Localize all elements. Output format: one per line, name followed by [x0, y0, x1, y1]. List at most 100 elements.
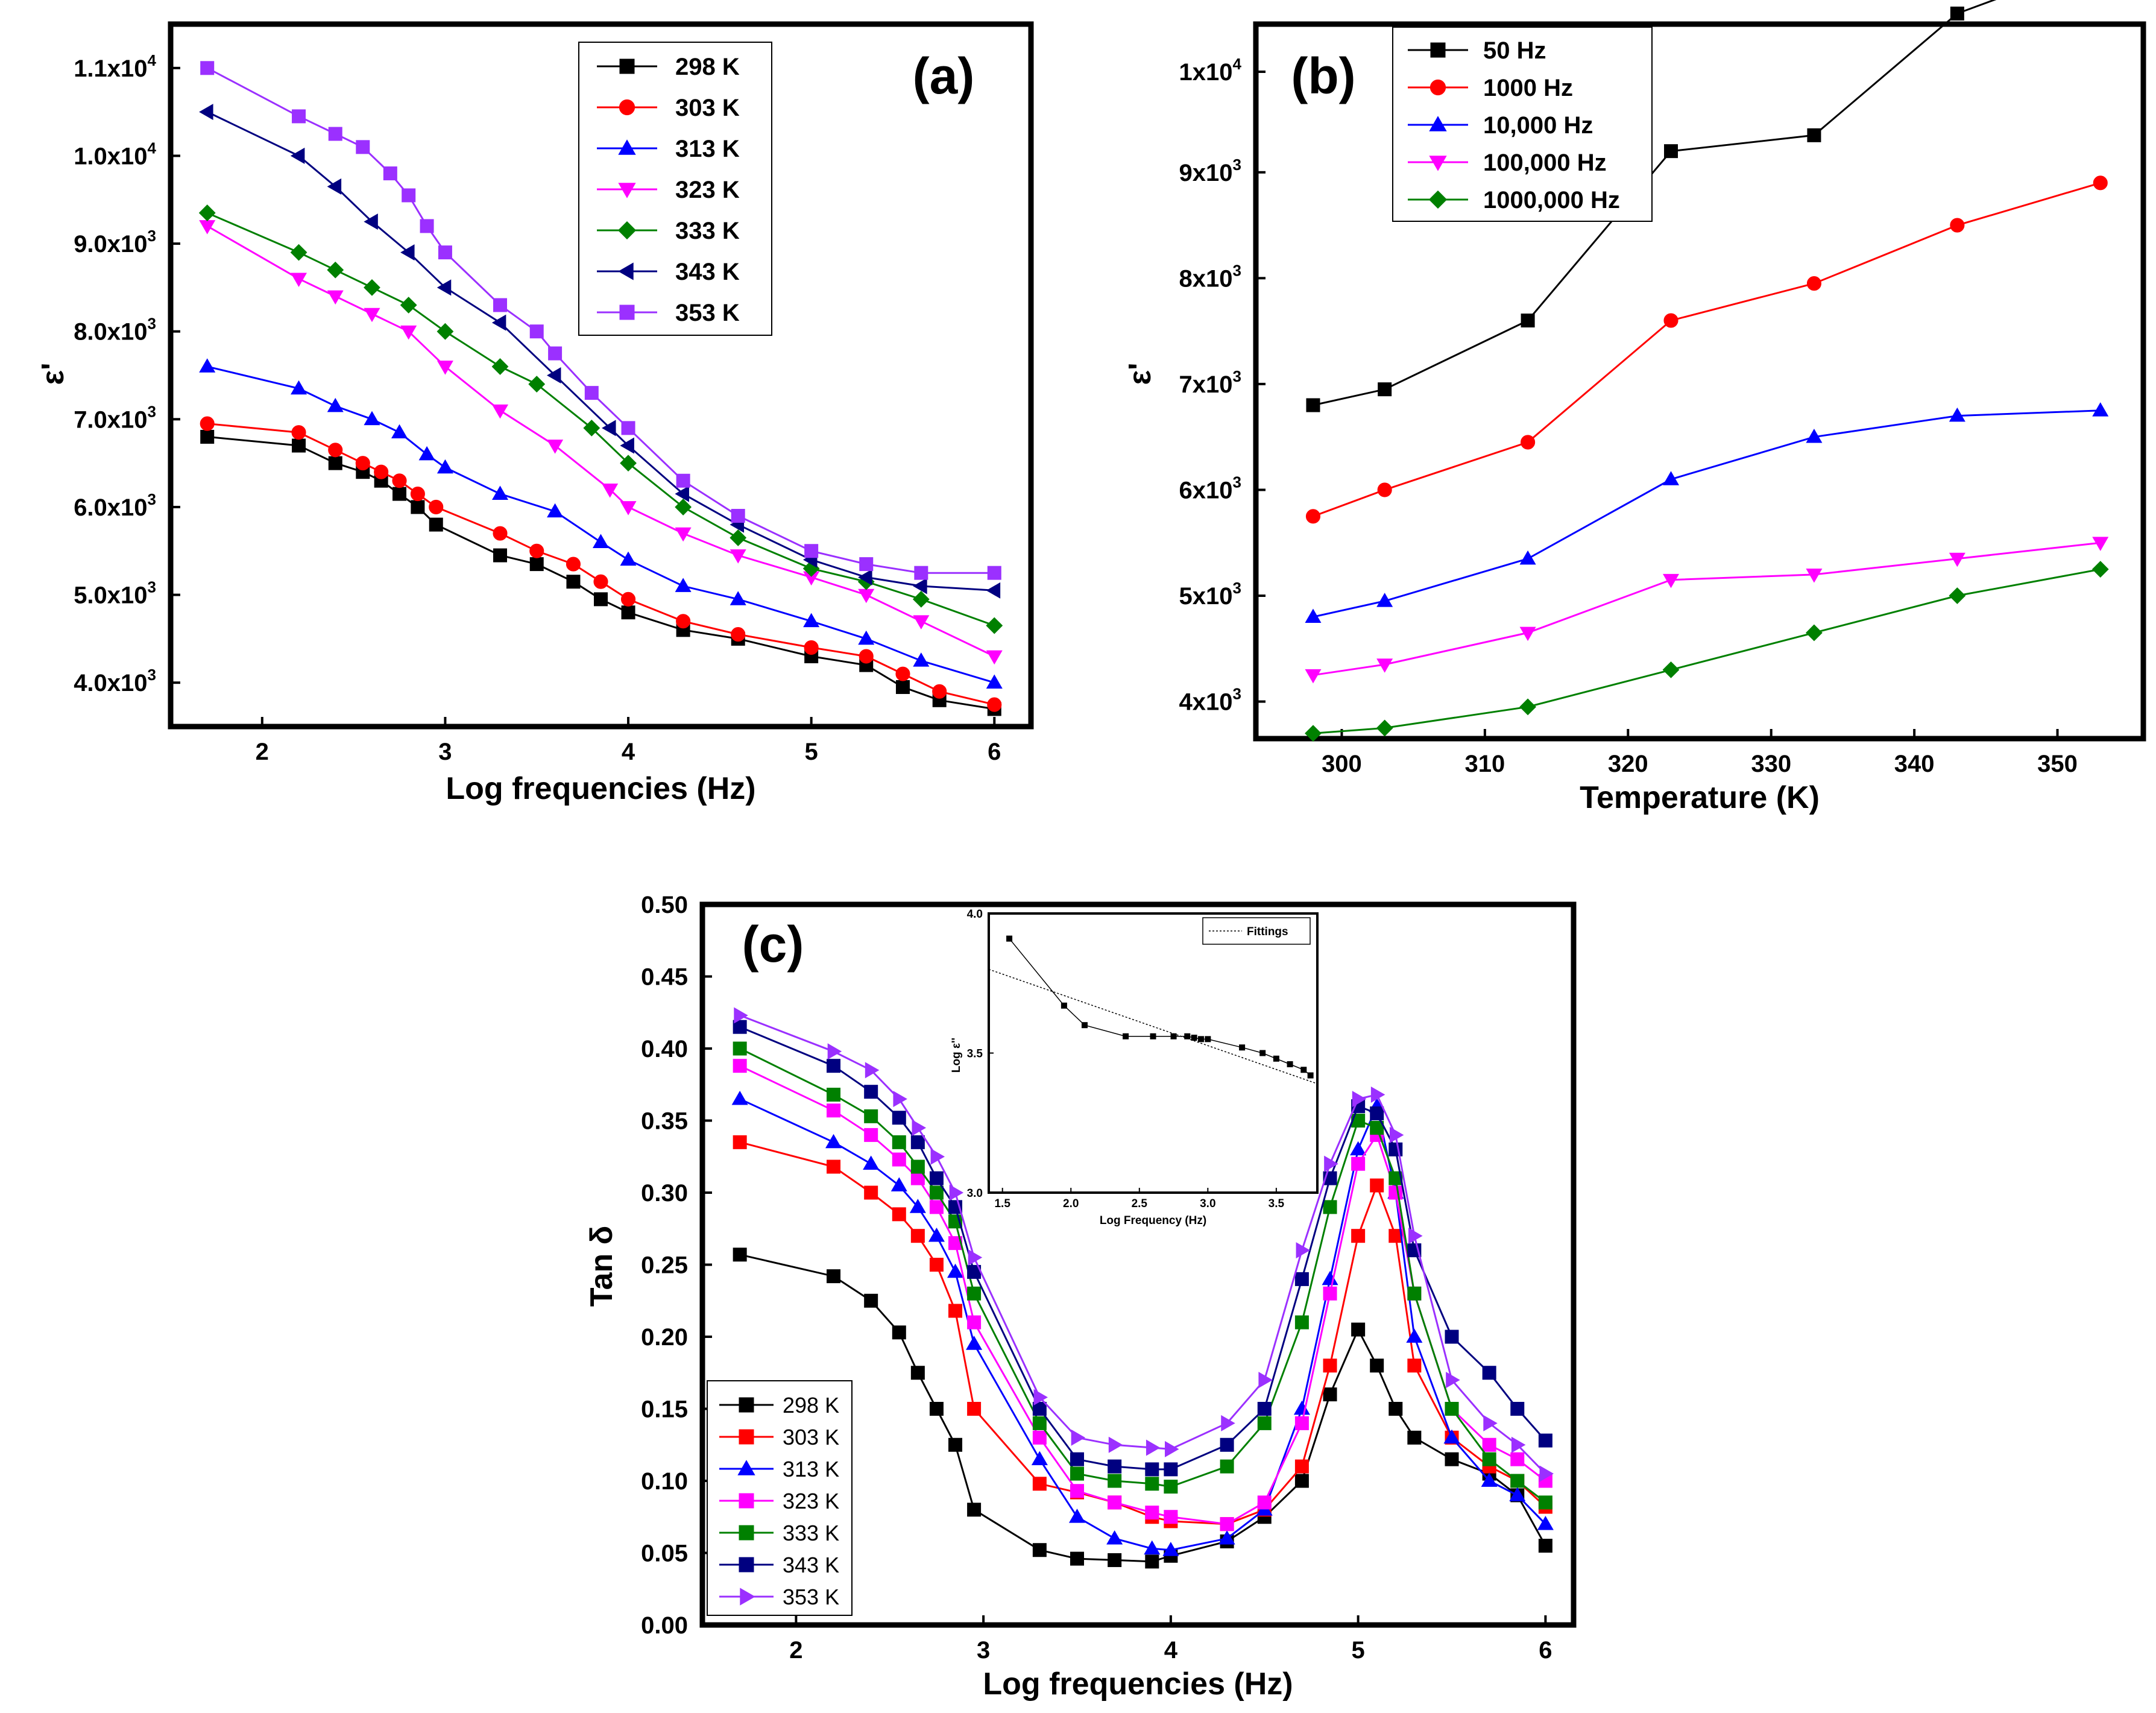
y-tick-label-b-5: 9x103	[1179, 156, 1241, 186]
series-line-a-4	[207, 212, 995, 626]
legend-marker-c-0	[739, 1397, 754, 1413]
data-point-c-0-7	[967, 1503, 982, 1517]
data-point-c-5-22	[1482, 1366, 1496, 1380]
data-point-c-4-23	[1510, 1474, 1525, 1488]
data-point-a-6-18	[987, 566, 1001, 580]
data-point-c-3-15	[1294, 1416, 1309, 1430]
data-point-b-3-3	[1663, 573, 1680, 588]
data-point-c-2-23	[1509, 1487, 1526, 1501]
data-point-b-4-6	[2091, 561, 2109, 578]
data-point-a-6-6	[420, 219, 434, 233]
data-point-c-0-1	[827, 1269, 841, 1284]
legend-label-c-2: 313 K	[783, 1457, 839, 1481]
data-point-a-6-17	[914, 566, 928, 580]
data-point-b-1-5	[1950, 218, 1965, 233]
x-tick-label-c-3: 5	[1352, 1637, 1365, 1664]
data-point-b-1-3	[1663, 313, 1678, 328]
data-point-c-0-20	[1407, 1430, 1422, 1445]
data-point-c-3-14	[1257, 1495, 1272, 1510]
data-point-c-2-1	[825, 1134, 842, 1149]
y-tick-label-c-1: 0.05	[641, 1541, 688, 1567]
data-point-a-1-10	[566, 557, 581, 572]
data-point-c-4-1	[827, 1087, 841, 1102]
data-point-c-4-20	[1407, 1286, 1422, 1301]
x-tick-label-b-5: 350	[2037, 751, 2078, 777]
data-point-c-6-16	[1324, 1155, 1338, 1172]
y-tick-label-b-3: 7x103	[1179, 367, 1241, 398]
inset-x-tick-label-3: 3.0	[1200, 1197, 1215, 1210]
data-point-c-5-15	[1294, 1272, 1309, 1286]
data-point-b-2-2	[1519, 550, 1536, 565]
data-point-c-3-1	[827, 1103, 841, 1118]
data-point-a-1-13	[676, 614, 691, 629]
legend-marker-a-6	[619, 304, 635, 320]
data-point-c-5-12	[1164, 1462, 1178, 1477]
data-point-c-6-7	[968, 1249, 983, 1266]
data-point-c-0-3	[892, 1325, 906, 1340]
legend-label-a-5: 343 K	[675, 259, 740, 285]
x-tick-label-b-3: 330	[1751, 751, 1791, 777]
x-tick-label-b-2: 320	[1608, 751, 1648, 777]
data-point-c-6-11	[1146, 1439, 1161, 1456]
x-tick-label-a-3: 5	[805, 739, 818, 765]
data-point-c-1-5	[929, 1258, 944, 1272]
data-point-c-1-8	[1032, 1477, 1047, 1491]
data-point-c-5-24	[1538, 1433, 1552, 1448]
y-axis-label-c: Tan δ	[584, 1226, 619, 1307]
inset-x-tick-label-2: 2.5	[1132, 1197, 1148, 1210]
data-point-c-3-5	[929, 1200, 944, 1214]
data-point-a-2-6	[437, 459, 453, 474]
data-point-a-5-15	[986, 582, 1001, 599]
data-point-a-3-7	[547, 440, 564, 454]
series-line-a-5	[207, 111, 995, 592]
data-point-a-6-15	[804, 544, 819, 558]
data-point-a-1-8	[493, 526, 508, 541]
legend-marker-a-5	[618, 262, 634, 280]
data-point-a-5-5	[437, 279, 452, 296]
y-tick-label-a-3: 7.0x103	[74, 402, 156, 433]
data-point-c-6-2	[865, 1062, 880, 1079]
series-line-b-2	[1313, 409, 2101, 618]
data-point-b-4-4	[1806, 624, 1823, 642]
data-point-b-3-6	[2092, 537, 2109, 551]
data-point-c-1-3	[892, 1207, 906, 1222]
data-point-c-3-8	[1032, 1430, 1047, 1445]
data-point-a-5-3	[364, 213, 378, 230]
data-point-a-5-9	[620, 437, 634, 454]
data-point-a-4-1	[290, 244, 307, 261]
data-point-a-0-6	[411, 500, 425, 514]
data-point-c-2-0	[731, 1090, 748, 1105]
legend-marker-a-2	[618, 139, 636, 155]
data-point-a-6-0	[200, 61, 215, 75]
x-tick-label-a-1: 3	[438, 739, 452, 765]
y-tick-label-c-0: 0.00	[641, 1612, 688, 1639]
legend-marker-b-3	[1429, 156, 1447, 171]
data-point-b-2-3	[1663, 471, 1680, 485]
inset-data-point-3	[1123, 1033, 1129, 1039]
inset-chart: 1.5 2.0 2.5 3.0 3.5 3.0 3.5 4.0 Log Frequency (H…	[950, 908, 1319, 1227]
data-point-c-5-11	[1145, 1462, 1159, 1477]
legend-marker-c-2	[737, 1460, 755, 1475]
data-point-c-2-11	[1144, 1540, 1161, 1555]
data-point-c-6-19	[1389, 1126, 1404, 1143]
legend-marker-c-5	[739, 1557, 754, 1573]
data-point-c-4-0	[733, 1041, 747, 1056]
legend-marker-c-1	[739, 1429, 754, 1445]
data-point-c-2-9	[1068, 1509, 1086, 1523]
data-point-c-6-21	[1446, 1372, 1460, 1389]
data-point-a-1-14	[731, 627, 746, 642]
y-tick-label-c-10: 0.50	[641, 892, 688, 918]
data-point-b-1-1	[1377, 482, 1392, 497]
data-point-a-0-7	[429, 517, 443, 532]
y-tick-label-c-6: 0.30	[641, 1180, 688, 1207]
data-point-c-4-4	[910, 1159, 925, 1174]
data-point-b-1-2	[1521, 435, 1536, 450]
data-point-c-5-14	[1257, 1402, 1272, 1416]
data-point-a-6-11	[584, 386, 599, 400]
y-tick-label-b-4: 8x103	[1179, 261, 1241, 292]
plot-frame-b	[1253, 21, 2146, 742]
inset-data-point-13	[1287, 1061, 1293, 1068]
y-tick-label-a-1: 5.0x103	[74, 578, 156, 609]
x-tick-label-a-2: 4	[622, 739, 635, 765]
